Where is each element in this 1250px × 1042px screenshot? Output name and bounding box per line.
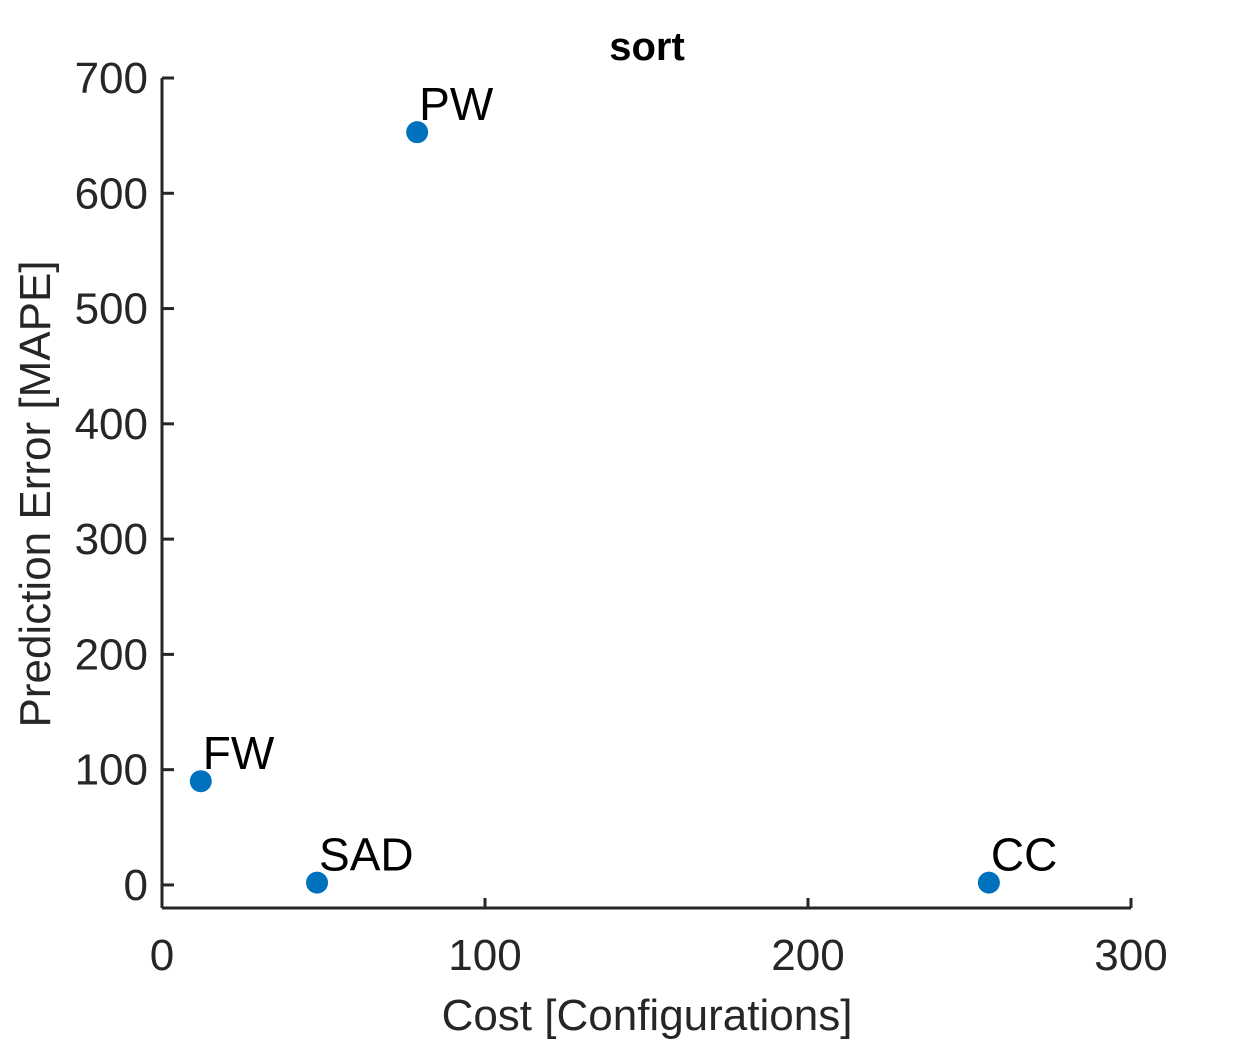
axis-ticks: 0 100 200 300 0 100 200 300 400 500 600 700 <box>75 54 1168 980</box>
y-tick-label: 400 <box>75 400 148 449</box>
data-point <box>189 770 212 793</box>
x-tick-label: 0 <box>150 931 174 980</box>
data-point-label: FW <box>203 727 275 779</box>
data-point <box>977 871 1000 894</box>
x-axis-label: Cost [Configurations] <box>442 991 853 1040</box>
y-axis-label: Prediction Error [MAPE] <box>11 260 60 727</box>
x-tick-label: 300 <box>1094 931 1167 980</box>
y-tick-label: 300 <box>75 515 148 564</box>
data-point-label: PW <box>419 78 494 130</box>
axes <box>160 78 1131 910</box>
y-tick-label: 100 <box>75 746 148 795</box>
data-points: PW FW SAD CC <box>189 78 1057 894</box>
y-tick-label: 700 <box>75 54 148 103</box>
data-point-label: SAD <box>319 829 414 881</box>
data-point <box>406 121 429 144</box>
x-tick-label: 200 <box>771 931 844 980</box>
data-point <box>306 871 329 894</box>
data-point-label: CC <box>991 829 1057 881</box>
y-tick-label: 0 <box>124 861 148 910</box>
chart-title: sort <box>609 25 685 69</box>
y-tick-label: 500 <box>75 285 148 334</box>
y-tick-label: 600 <box>75 169 148 218</box>
x-tick-label: 100 <box>448 931 521 980</box>
y-tick-label: 200 <box>75 630 148 679</box>
